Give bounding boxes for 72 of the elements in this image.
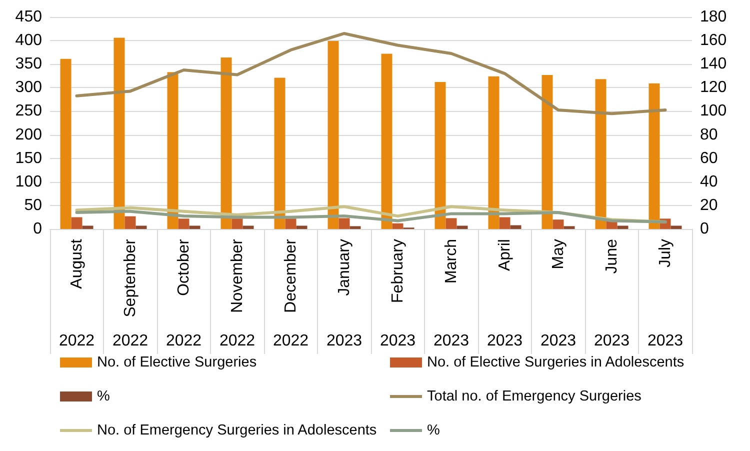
y2-tick-label: 100 — [700, 102, 727, 120]
bar — [114, 38, 125, 229]
bar — [350, 226, 361, 229]
y-tick-label: 100 — [15, 173, 42, 190]
bar — [328, 41, 339, 229]
category-label: June 2023 — [594, 239, 630, 350]
legend-label: % — [97, 388, 110, 404]
bar — [392, 223, 404, 229]
y2-tick-label: 40 — [700, 173, 718, 190]
y-tick-label: 250 — [15, 102, 42, 120]
bar — [381, 54, 392, 229]
y2-tick-label: 140 — [700, 56, 727, 73]
bar — [595, 79, 606, 229]
category-label: August 2022 — [58, 239, 95, 350]
line-series — [75, 32, 667, 116]
category-label: December 2022 — [272, 239, 309, 350]
legend-label: % — [427, 422, 440, 438]
bar — [285, 218, 296, 229]
y-tick-label: 150 — [15, 150, 42, 167]
bar — [648, 83, 660, 229]
bar — [136, 226, 147, 229]
category-label: April 2023 — [486, 239, 523, 350]
legend-label: No. of Elective Surgeries in Adolescents — [427, 354, 684, 370]
bar — [82, 226, 94, 229]
y-tick-label: 50 — [24, 196, 42, 214]
y2-tick-label: 160 — [700, 32, 727, 50]
y2-tick-label: 180 — [700, 8, 727, 26]
y2-tick-label: 60 — [700, 150, 718, 167]
bar — [564, 226, 575, 229]
legend-label: Total no. of Emergency Surgeries — [427, 388, 642, 404]
category-label: October 2022 — [166, 239, 202, 350]
y-tick-label: 0 — [33, 220, 42, 238]
bar — [446, 218, 457, 229]
bar — [71, 217, 82, 229]
bar — [542, 74, 553, 229]
y2-tick-label: 20 — [700, 196, 718, 214]
y-tick-label: 300 — [15, 79, 42, 96]
bar — [499, 217, 510, 229]
y-tick-label: 450 — [15, 8, 42, 26]
bar — [434, 82, 446, 229]
bar — [456, 226, 468, 229]
category-label: July 2023 — [647, 239, 684, 350]
y2-tick-label: 80 — [700, 126, 718, 144]
bar — [178, 218, 190, 229]
y-tick-label: 200 — [15, 126, 42, 144]
category-label: November 2022 — [219, 239, 256, 350]
legend-label: No. of Elective Surgeries — [97, 354, 257, 370]
legend-label: No. of Emergency Surgeries in Adolescents — [97, 422, 377, 438]
bar — [220, 58, 232, 229]
bar — [189, 226, 200, 229]
bar — [167, 72, 178, 229]
y-tick-label: 350 — [15, 56, 42, 73]
bar — [670, 226, 682, 229]
category-label: March 2023 — [433, 239, 470, 350]
bar — [232, 218, 243, 229]
bar — [60, 58, 72, 229]
y2-tick-label: 0 — [700, 220, 709, 238]
bar — [510, 225, 522, 229]
category-label: February 2023 — [380, 239, 416, 350]
bar — [617, 226, 628, 229]
bar — [488, 76, 500, 229]
category-label: January 2023 — [326, 239, 362, 350]
category-label: May 2023 — [540, 239, 576, 350]
bar — [552, 220, 564, 229]
bar — [296, 226, 308, 229]
bar — [274, 78, 286, 229]
bar — [242, 226, 254, 229]
category-label: September 2022 — [112, 239, 148, 350]
bar — [338, 218, 350, 229]
y2-tick-label: 120 — [700, 79, 727, 96]
y-tick-label: 400 — [15, 32, 42, 50]
bar — [124, 216, 136, 229]
